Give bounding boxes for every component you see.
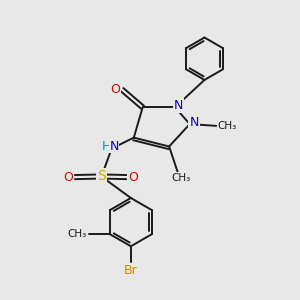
Text: H: H (102, 140, 111, 153)
Text: O: O (64, 171, 74, 184)
Text: O: O (128, 171, 138, 184)
Text: N: N (174, 99, 183, 112)
Text: N: N (190, 116, 199, 129)
Text: CH₃: CH₃ (67, 229, 87, 239)
Text: CH₃: CH₃ (218, 121, 237, 131)
Text: CH₃: CH₃ (171, 173, 190, 183)
Text: O: O (111, 83, 121, 96)
Text: Br: Br (124, 264, 138, 277)
Text: S: S (97, 169, 106, 184)
Text: N: N (110, 140, 119, 153)
